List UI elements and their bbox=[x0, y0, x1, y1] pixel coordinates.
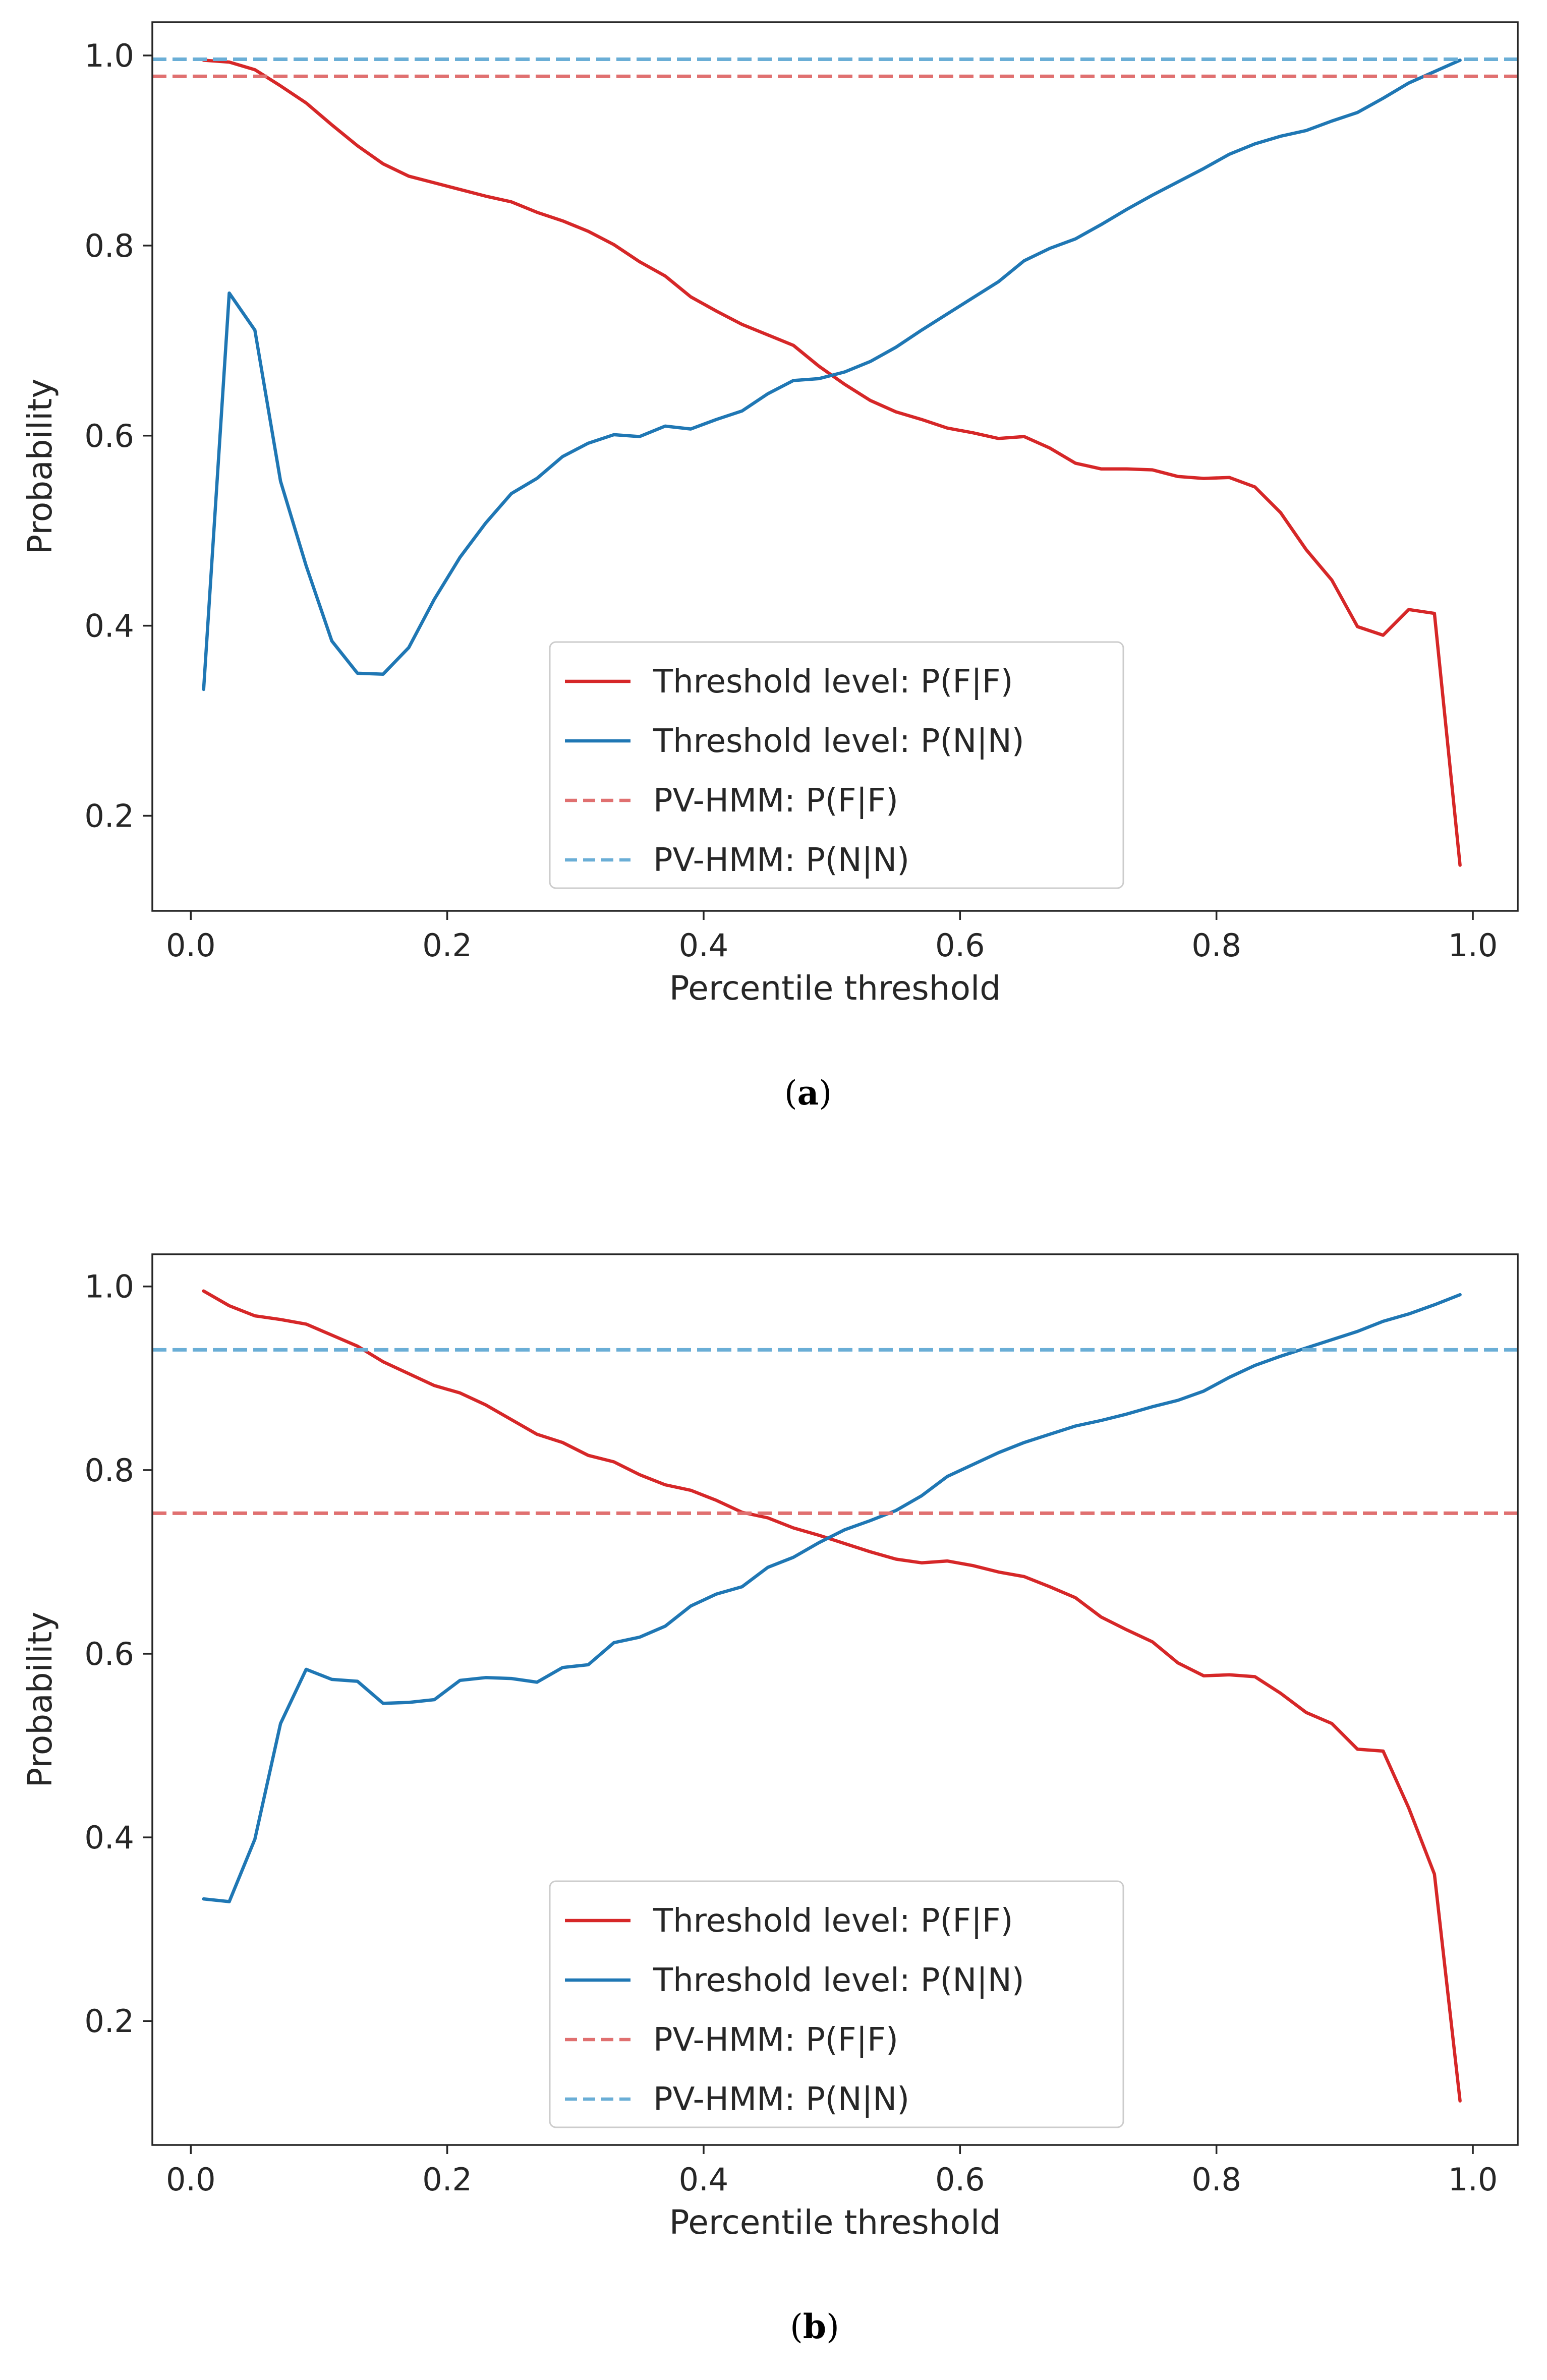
legend-label-4: PV-HMM: P(N|N) bbox=[653, 842, 909, 879]
chart-panel-b: 0.0 0.2 0.4 0.6 0.8 1.0 0.2 0.4 0.6 0.8 1.0 Percent… bbox=[21, 1253, 1519, 2346]
y-tick-label: 0.6 bbox=[84, 418, 134, 454]
y-axis-label: Probability bbox=[21, 1612, 60, 1788]
axes-frame bbox=[151, 21, 1519, 912]
series-1-line bbox=[202, 1289, 1462, 2103]
plot-area bbox=[152, 57, 1518, 867]
legend-label-4: PV-HMM: P(N|N) bbox=[653, 2081, 909, 2118]
x-axis-label: Percentile threshold bbox=[669, 969, 1001, 1008]
y-tick-label: 0.4 bbox=[84, 608, 134, 645]
legend: Threshold level: P(F|F) Threshold level: … bbox=[549, 641, 1124, 889]
x-axis-label: Percentile threshold bbox=[669, 2203, 1001, 2242]
chart-panel-a: 0.0 0.2 0.4 0.6 0.8 1.0 0.2 0.4 0.6 0.8 1.0 Percent… bbox=[21, 21, 1519, 1113]
legend-label-3: PV-HMM: P(F|F) bbox=[653, 2021, 898, 2059]
x-tick-label: 0.6 bbox=[935, 2161, 985, 2198]
y-tick-label: 0.4 bbox=[84, 1819, 134, 1856]
legend-label-1: Threshold level: P(F|F) bbox=[653, 1902, 1013, 1940]
legend-label-1: Threshold level: P(F|F) bbox=[653, 663, 1013, 701]
y-tick-label: 0.6 bbox=[84, 1636, 134, 1672]
x-tick-label: 0.0 bbox=[166, 2161, 216, 2198]
x-tick-label: 0.2 bbox=[422, 927, 472, 964]
legend: Threshold level: P(F|F) Threshold level: … bbox=[549, 1880, 1124, 2128]
y-tick-label: 0.8 bbox=[84, 1452, 134, 1489]
axes-frame bbox=[151, 1253, 1519, 2146]
x-tick-label: 0.4 bbox=[679, 2161, 729, 2198]
x-tick-label: 1.0 bbox=[1448, 2161, 1498, 2198]
legend-box bbox=[549, 641, 1124, 889]
legend-label-2: Threshold level: P(N|N) bbox=[653, 1962, 1024, 1999]
panel-label: (b) bbox=[790, 2307, 839, 2346]
x-tick-label: 0.0 bbox=[166, 927, 216, 964]
plot-area bbox=[152, 1289, 1518, 2103]
y-tick-label: 1.0 bbox=[84, 1268, 134, 1305]
legend-label-3: PV-HMM: P(F|F) bbox=[653, 782, 898, 820]
x-tick-label: 0.4 bbox=[679, 927, 729, 964]
legend-label-2: Threshold level: P(N|N) bbox=[653, 723, 1024, 760]
y-tick-label: 0.2 bbox=[84, 798, 134, 835]
legend-box bbox=[549, 1880, 1124, 2128]
x-tick-label: 0.8 bbox=[1191, 2161, 1241, 2198]
y-tick-label: 0.8 bbox=[84, 227, 134, 264]
series-2-line bbox=[202, 1293, 1462, 1903]
x-tick-label: 0.6 bbox=[935, 927, 985, 964]
panel-label: (a) bbox=[784, 1073, 832, 1113]
x-tick-label: 1.0 bbox=[1448, 927, 1498, 964]
y-tick-label: 0.2 bbox=[84, 2003, 134, 2040]
series-2-line bbox=[202, 59, 1462, 691]
x-tick-label: 0.8 bbox=[1191, 927, 1241, 964]
x-tick-label: 0.2 bbox=[422, 2161, 472, 2198]
y-tick-label: 1.0 bbox=[84, 37, 134, 74]
y-axis-label: Probability bbox=[21, 379, 60, 555]
